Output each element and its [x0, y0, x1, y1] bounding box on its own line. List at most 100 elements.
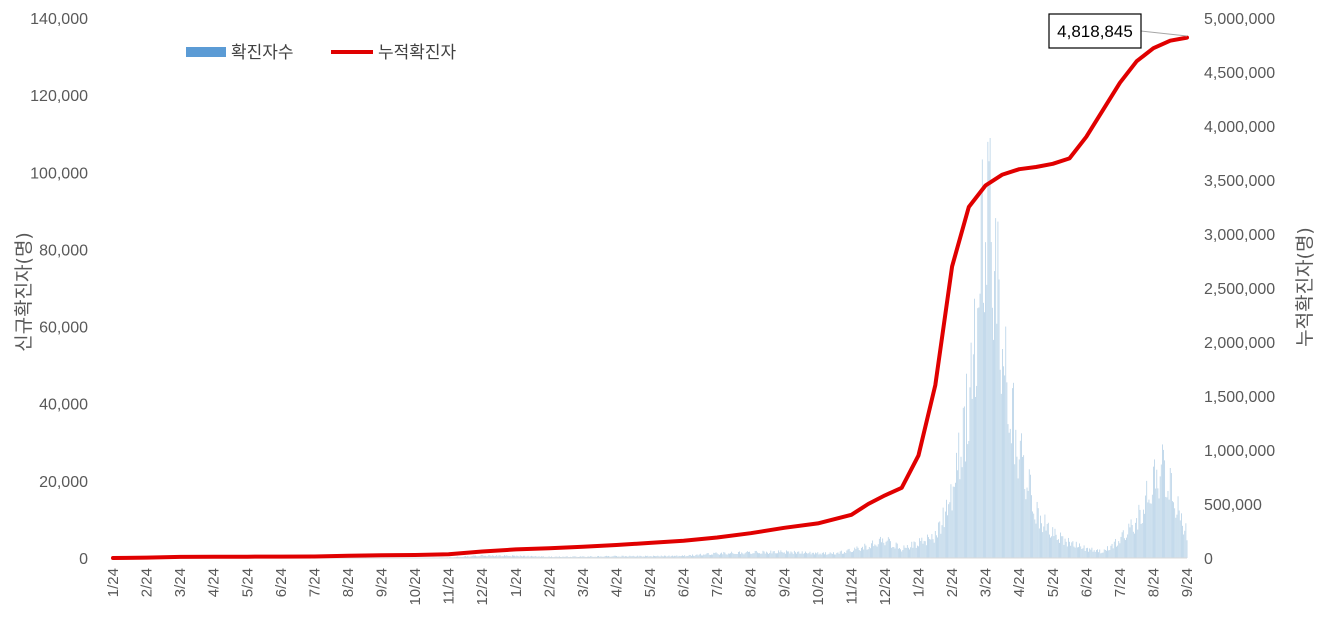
- daily-case-bar: [988, 161, 990, 558]
- daily-case-bar: [791, 552, 793, 558]
- daily-case-bar: [743, 554, 745, 558]
- x-tick-label: 8/24: [743, 568, 760, 597]
- daily-case-bar: [1014, 464, 1016, 558]
- daily-case-bar: [1024, 489, 1026, 558]
- daily-case-bar: [983, 302, 984, 558]
- x-tick-label: 2/24: [541, 568, 558, 597]
- y-right-tick-label: 3,000,000: [1204, 227, 1275, 244]
- daily-case-bar: [805, 551, 806, 558]
- daily-case-bar: [456, 556, 457, 558]
- daily-case-bar: [457, 556, 458, 558]
- daily-case-bar: [1074, 547, 1076, 558]
- daily-case-bar: [664, 555, 665, 558]
- daily-case-bar: [1013, 382, 1014, 558]
- daily-case-bar: [887, 537, 889, 558]
- daily-case-bar: [674, 555, 675, 558]
- daily-case-bar: [609, 556, 611, 558]
- daily-case-bar: [880, 536, 881, 558]
- daily-case-bar: [796, 553, 797, 558]
- daily-case-bar: [737, 551, 739, 558]
- daily-case-bar: [575, 556, 577, 558]
- daily-case-bar: [1156, 469, 1158, 558]
- daily-case-bar: [925, 545, 927, 558]
- x-tick-label: 7/24: [1112, 568, 1129, 597]
- x-tick-label: 5/24: [239, 568, 256, 597]
- daily-case-bar: [1026, 487, 1028, 558]
- daily-case-bar: [1040, 515, 1041, 558]
- daily-case-bar: [884, 545, 886, 558]
- daily-case-bar: [1151, 494, 1153, 558]
- daily-case-bar: [651, 556, 653, 558]
- daily-case-bar: [955, 482, 956, 558]
- daily-case-bar: [555, 556, 557, 558]
- daily-case-bar: [717, 554, 719, 558]
- y-left-ticks: 0 20,000 40,000 60,000 80,000 100,000 120,000 1…: [30, 11, 88, 568]
- daily-case-bar: [631, 556, 633, 558]
- y-left-tick-label: 140,000: [30, 11, 88, 28]
- daily-case-bar: [989, 138, 991, 558]
- daily-case-bar: [781, 551, 783, 558]
- legend-bar-swatch: [186, 47, 226, 57]
- daily-case-bar: [1053, 536, 1055, 558]
- daily-case-bar: [1038, 528, 1040, 558]
- daily-case-bar: [470, 556, 472, 558]
- daily-case-bar: [564, 556, 566, 558]
- daily-case-bar: [558, 556, 560, 558]
- daily-case-bar: [876, 546, 878, 558]
- daily-case-bar: [950, 484, 952, 558]
- daily-case-bar: [1117, 545, 1119, 558]
- daily-case-bar: [859, 550, 861, 558]
- daily-case-bar: [786, 550, 787, 558]
- daily-case-bar: [1063, 544, 1065, 558]
- cumulative-cases-line: [111, 35, 1189, 560]
- daily-case-bar: [1091, 547, 1093, 558]
- daily-case-bar: [846, 550, 848, 558]
- daily-case-bar: [647, 555, 649, 558]
- daily-case-bar: [554, 556, 556, 558]
- x-tick-label: 1/24: [508, 568, 525, 597]
- daily-case-bar: [1129, 527, 1131, 558]
- daily-case-bar: [1162, 444, 1163, 558]
- daily-case-bar: [608, 556, 609, 558]
- daily-case-bar: [566, 556, 568, 558]
- daily-case-bar: [1046, 524, 1048, 558]
- cumulative-line-group: [111, 35, 1189, 560]
- daily-case-bar: [764, 553, 766, 558]
- daily-case-bar: [883, 542, 885, 558]
- daily-case-bar: [610, 556, 612, 558]
- daily-case-bar: [599, 556, 601, 558]
- daily-case-bar: [793, 550, 795, 558]
- daily-case-bar: [808, 553, 810, 558]
- daily-case-bar: [958, 432, 960, 558]
- daily-case-bar: [597, 556, 598, 558]
- daily-case-bar: [1174, 508, 1176, 558]
- daily-case-bar: [675, 555, 677, 558]
- daily-case-bar: [942, 507, 944, 558]
- daily-case-bar: [484, 555, 485, 558]
- daily-case-bar: [670, 555, 672, 558]
- daily-case-bar: [1036, 501, 1038, 558]
- daily-case-bar: [865, 545, 867, 558]
- x-tick-label: 12/24: [474, 568, 491, 606]
- callout-box: [1048, 13, 1142, 49]
- x-tick-label: 9/24: [374, 568, 391, 597]
- daily-case-bar: [918, 546, 919, 558]
- daily-case-bar: [731, 551, 733, 558]
- daily-case-bar: [605, 555, 607, 558]
- daily-case-bar: [804, 553, 805, 558]
- daily-case-bar: [710, 554, 711, 558]
- daily-case-bar: [621, 555, 623, 558]
- daily-case-bar: [601, 556, 603, 558]
- daily-case-bar: [946, 499, 947, 558]
- daily-case-bar: [726, 554, 728, 558]
- daily-case-bar: [622, 555, 624, 558]
- daily-case-bar: [467, 556, 469, 558]
- daily-case-bar: [1155, 488, 1157, 558]
- daily-case-bar: [833, 552, 834, 558]
- daily-case-bar: [1088, 551, 1089, 558]
- daily-case-bar: [810, 554, 812, 558]
- daily-case-bar: [985, 242, 987, 558]
- daily-case-bar: [962, 407, 964, 558]
- daily-case-bar: [1148, 499, 1150, 558]
